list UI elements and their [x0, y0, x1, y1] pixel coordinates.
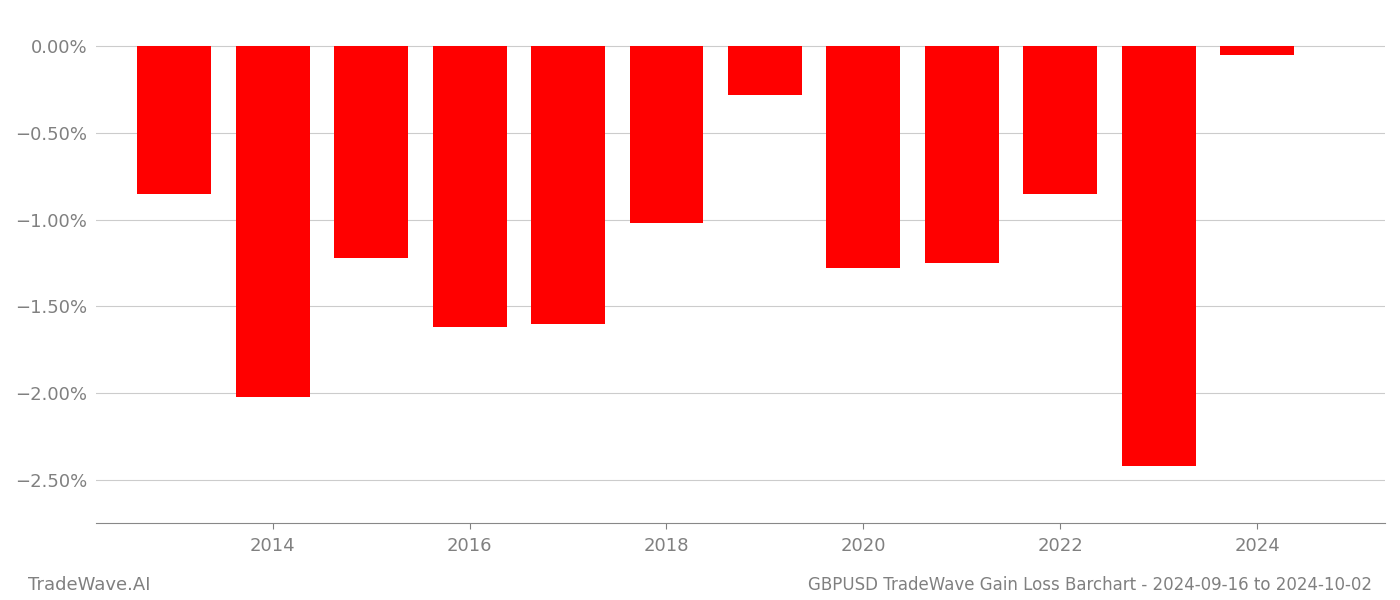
- Bar: [1023, 46, 1098, 194]
- Bar: [235, 46, 309, 397]
- Bar: [728, 46, 802, 95]
- Bar: [335, 46, 407, 258]
- Text: TradeWave.AI: TradeWave.AI: [28, 576, 151, 594]
- Bar: [433, 46, 507, 327]
- Text: GBPUSD TradeWave Gain Loss Barchart - 2024-09-16 to 2024-10-02: GBPUSD TradeWave Gain Loss Barchart - 20…: [808, 576, 1372, 594]
- Bar: [630, 46, 703, 223]
- Bar: [1221, 46, 1294, 55]
- Bar: [137, 46, 211, 194]
- Bar: [826, 46, 900, 268]
- Bar: [925, 46, 998, 263]
- Bar: [1121, 46, 1196, 466]
- Bar: [531, 46, 605, 323]
